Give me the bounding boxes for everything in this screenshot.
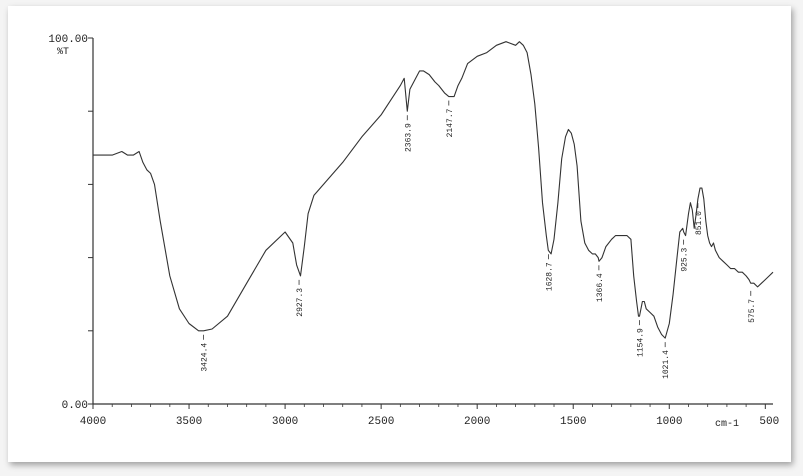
series-layer	[93, 41, 774, 339]
peak-annotation: 851.0	[695, 203, 704, 235]
chart-frame	[8, 6, 791, 462]
y-tick-label-bottom: 0.00	[62, 400, 88, 412]
peak-label: 1154.9	[637, 328, 646, 357]
peak-annotation: 575.7	[748, 290, 757, 323]
x-tick-label: 500	[759, 416, 779, 428]
x-tick-label: 1000	[656, 416, 682, 428]
peak-annotation: 925.3	[681, 239, 690, 272]
y-tick-label-top: 100.00	[48, 34, 88, 46]
peak-label: 925.3	[681, 247, 690, 271]
peak-annotation: 3424.4	[201, 334, 210, 372]
peak-annotation: 1154.9	[637, 320, 646, 357]
peak-annotation: 1366.4	[596, 265, 605, 302]
peak-annotations: 3424.4 2927.3 2363.9 2147.7 1628.7 1366.4 1154…	[201, 100, 757, 379]
peak-label: 2927.3	[296, 288, 305, 317]
peak-label: 575.7	[748, 299, 757, 323]
peak-annotation: 2147.7	[446, 100, 455, 137]
x-axis-label: cm-1	[715, 419, 739, 430]
y-axis-label: %T	[57, 47, 69, 58]
peak-label: 3424.4	[201, 343, 210, 372]
x-tick-label: 1500	[560, 416, 586, 428]
peak-annotation: 1628.7	[546, 254, 555, 291]
peak-label: 851.0	[695, 211, 704, 235]
peak-annotation: 1021.4	[662, 342, 671, 379]
x-tick-label: 2500	[368, 416, 394, 428]
peak-annotation: 2927.3	[296, 279, 305, 317]
peak-label: 2363.9	[404, 123, 413, 152]
x-tick-label: 2000	[464, 416, 490, 428]
peak-label: 1628.7	[546, 262, 555, 291]
x-tick-label: 3000	[272, 416, 298, 428]
x-tick-label: 4000	[80, 416, 106, 428]
peak-annotation: 2363.9	[404, 115, 413, 152]
peak-label: 1366.4	[596, 273, 605, 302]
peak-label: 2147.7	[446, 108, 455, 137]
chart-axes	[92, 38, 773, 405]
spectrum-line	[93, 41, 774, 339]
peak-label: 1021.4	[662, 350, 671, 379]
chart-ticks: 100.00 0.00 %T 4000 3500 3000 2500 2000 1500 1000…	[48, 34, 779, 430]
x-tick-label: 3500	[176, 416, 202, 428]
